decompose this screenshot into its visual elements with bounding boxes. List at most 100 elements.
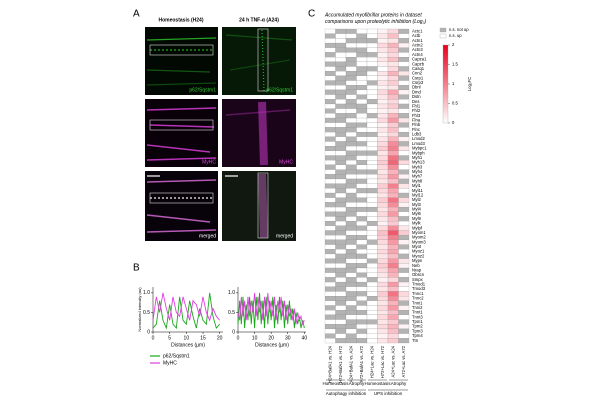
heatmap-cell <box>345 211 357 217</box>
row-label: Actn4 <box>412 52 423 57</box>
heatmap-cell <box>387 296 399 301</box>
heatmap-cell <box>335 328 347 334</box>
heatmap-cell <box>366 333 378 339</box>
heatmap-cell <box>387 99 399 105</box>
heatmap-cell <box>335 42 347 48</box>
row-label: Fhl1 <box>412 103 421 108</box>
heatmap-cell <box>387 300 399 306</box>
row-label: Myl12 <box>412 192 424 197</box>
heatmap-cell <box>324 333 336 339</box>
heatmap-cell <box>366 296 378 301</box>
heatmap-cell <box>335 272 347 278</box>
row-label: Myom3 <box>412 239 426 244</box>
heatmap-cell <box>335 253 347 259</box>
heatmap-cell <box>356 197 368 203</box>
row-label: Myl1 <box>412 183 422 188</box>
heatmap-cell <box>335 197 347 203</box>
column-label: H72+BafA1 vs. H72 <box>338 345 343 383</box>
heatmap-cell <box>398 75 410 81</box>
heatmap-cell <box>387 136 399 142</box>
heatmap-cell <box>335 225 347 231</box>
y-tick-label: 0 <box>147 329 150 335</box>
heatmap-cell <box>387 188 399 194</box>
heatmap-cell <box>335 47 347 53</box>
heatmap-cell <box>387 211 399 217</box>
row-label: Fhl3 <box>412 113 421 118</box>
row-label: Myh4 <box>412 169 423 174</box>
heatmap-cell <box>366 291 378 297</box>
row-label: Csrp3 <box>412 80 424 85</box>
heatmap-cell <box>387 239 399 245</box>
heatmap-cell <box>398 277 410 283</box>
heatmap-cell <box>345 300 357 306</box>
heatmap-cell <box>387 57 399 62</box>
heatmap-cell <box>387 117 399 123</box>
heatmap-cell <box>324 314 336 320</box>
heatmap-cell <box>387 267 399 273</box>
heatmap-cell <box>398 146 410 151</box>
heatmap-cell <box>324 281 336 287</box>
heatmap-cell <box>335 136 347 142</box>
heatmap-cell <box>356 286 368 292</box>
heatmap-cell <box>366 38 378 44</box>
heatmap-cell <box>335 277 347 283</box>
heatmap-cell <box>398 286 410 292</box>
heatmap-cell <box>335 85 347 91</box>
heatmap-cell <box>356 42 368 48</box>
heatmap-cell <box>398 89 410 95</box>
heatmap-cell <box>356 216 368 222</box>
heatmap-cell <box>387 202 399 208</box>
heatmap-cell <box>356 211 368 217</box>
heatmap-cell <box>398 333 410 339</box>
heatmap-cell <box>335 258 347 264</box>
row-label: Tpm1 <box>412 319 423 324</box>
data-line <box>152 292 221 322</box>
heatmap-cell <box>335 300 347 306</box>
heatmap-cell <box>345 286 357 292</box>
heatmap-cell <box>387 225 399 231</box>
colorbar-tick-label: 1 <box>452 81 455 86</box>
heatmap-cell <box>345 263 357 269</box>
heatmap-cell <box>398 221 410 226</box>
heatmap-cell <box>387 305 399 311</box>
x-tick-label: 5 <box>168 335 171 341</box>
heatmap-cell <box>398 328 410 334</box>
heatmap-cell <box>398 338 410 344</box>
supergroup-label: Autophagy inhibition <box>326 391 367 396</box>
heatmap-cell <box>387 89 399 95</box>
heatmap-cell <box>324 174 336 180</box>
heatmap-cell <box>324 277 336 283</box>
heatmap-cell <box>324 202 336 208</box>
heatmap-cell <box>324 122 336 128</box>
legend-label: MyHC <box>163 360 177 366</box>
heatmap-cell <box>366 57 378 62</box>
heatmap-cell <box>377 272 389 278</box>
heatmap-cell <box>345 235 357 240</box>
x-tick-label: 10 <box>252 335 258 341</box>
heatmap-cell <box>324 239 336 245</box>
heatmap-cell <box>345 281 357 287</box>
heatmap-title: comparisons upon proteolytic inhibition … <box>325 19 426 25</box>
heatmap-cell <box>345 38 357 44</box>
heatmap-cell <box>356 38 368 44</box>
heatmap-cell <box>377 197 389 203</box>
heatmap-cell <box>387 324 399 330</box>
heatmap-cell <box>377 333 389 339</box>
heatmap-cell <box>345 28 357 34</box>
heatmap-cell <box>335 146 347 151</box>
heatmap-cell <box>387 75 399 81</box>
heatmap-cell <box>335 249 347 255</box>
heatmap-cell <box>345 249 357 255</box>
heatmap-cell <box>356 267 368 273</box>
heatmap-cell <box>356 94 368 100</box>
heatmap-cell <box>387 127 399 133</box>
y-tick-label: 0.5 <box>143 310 150 316</box>
x-tick-label: 10 <box>184 335 190 341</box>
heatmap-cell <box>335 235 347 240</box>
heatmap-cell <box>377 281 389 287</box>
channel-label: MyHC <box>279 159 293 165</box>
heatmap-cell <box>356 239 368 245</box>
heatmap-cell <box>324 117 336 123</box>
heatmap-cell <box>324 197 336 203</box>
